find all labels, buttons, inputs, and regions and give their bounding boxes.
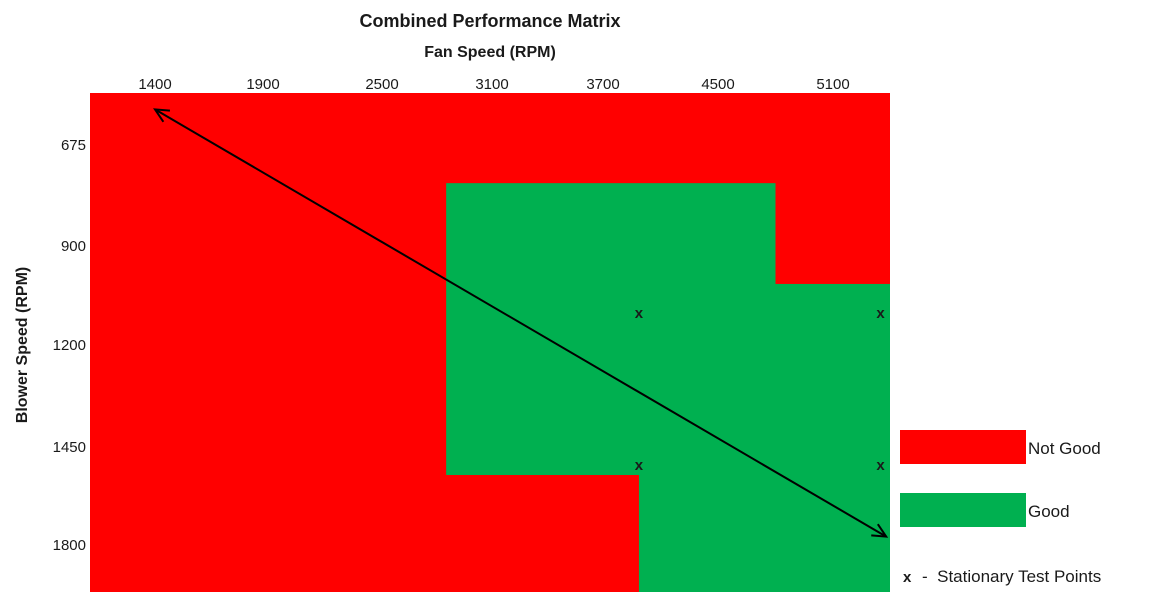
heatmap-regions	[90, 93, 890, 592]
y-tick-label: 1450	[53, 439, 86, 456]
x-tick-label: 1400	[138, 76, 171, 93]
arrow-line	[154, 108, 887, 538]
arrow-head-start	[153, 108, 171, 123]
chart-title: Combined Performance Matrix	[359, 11, 620, 31]
test-point-marker: x	[876, 305, 885, 322]
test-point-marker: x	[635, 457, 644, 474]
y-tick-label: 1800	[53, 537, 86, 554]
legend-label: Good	[1028, 502, 1070, 521]
y-axis-ticks: 675 900 1200 1450 1800	[53, 137, 86, 554]
region-good-3	[638, 475, 890, 592]
legend-label: Not Good	[1028, 439, 1101, 458]
y-tick-label: 675	[61, 137, 86, 154]
x-tick-label: 5100	[816, 76, 849, 93]
trend-arrow	[153, 108, 889, 538]
x-axis-ticks: 1400 1900 2500 3100 3700 4500 5100	[138, 76, 849, 93]
arrow-head-end	[871, 523, 889, 538]
x-tick-label: 3100	[475, 76, 508, 93]
y-axis-title: Blower Speed (RPM)	[14, 267, 31, 423]
test-point-marker: x	[635, 305, 644, 322]
legend: Not Good Good x - Stationary Test Points	[900, 430, 1101, 586]
y-tick-label: 1200	[53, 337, 86, 354]
x-tick-label: 1900	[246, 76, 279, 93]
x-axis-title: Fan Speed (RPM)	[424, 44, 556, 61]
x-tick-label: 3700	[586, 76, 619, 93]
x-tick-label: 2500	[365, 76, 398, 93]
legend-marker-symbol: x	[903, 569, 912, 586]
legend-swatch-not-good	[900, 430, 1026, 464]
test-points: x x x x	[635, 305, 886, 474]
region-good-1	[446, 183, 776, 475]
test-point-marker: x	[876, 457, 885, 474]
region-good-2	[775, 283, 890, 475]
x-tick-label: 4500	[701, 76, 734, 93]
legend-marker-text: - Stationary Test Points	[922, 567, 1101, 586]
legend-swatch-good	[900, 493, 1026, 527]
y-tick-label: 900	[61, 238, 86, 255]
